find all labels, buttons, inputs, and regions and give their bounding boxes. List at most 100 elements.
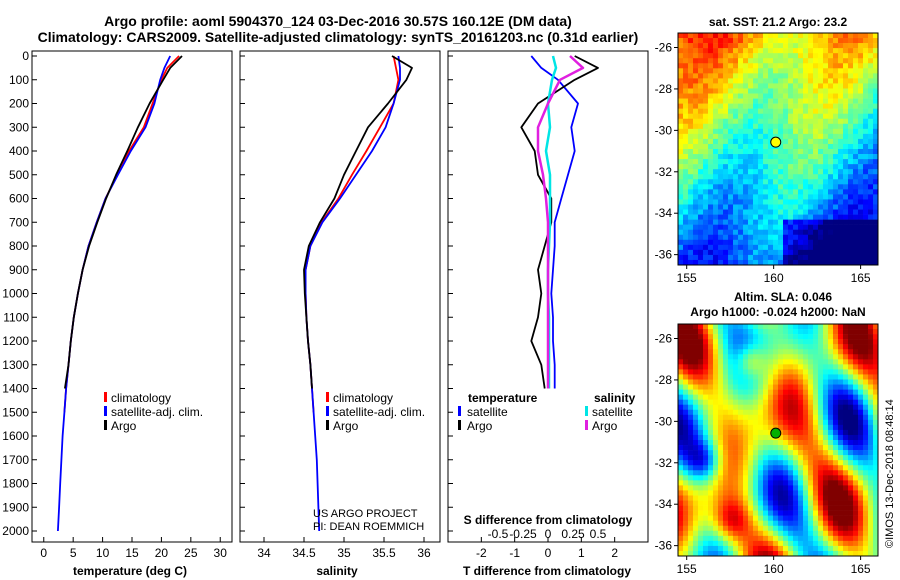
sla-cell bbox=[803, 510, 809, 516]
sla-cell bbox=[678, 445, 684, 451]
sla-cell bbox=[763, 404, 769, 411]
sst-cell bbox=[778, 98, 784, 104]
sla-cell bbox=[808, 455, 814, 461]
sst-cell bbox=[828, 154, 834, 160]
sst-cell bbox=[793, 98, 799, 104]
sla-cell bbox=[703, 339, 709, 345]
sst-cell bbox=[743, 224, 749, 230]
sst-cell bbox=[748, 98, 754, 104]
sst-cell bbox=[688, 254, 694, 261]
temperature-legend: climatology satellite-adj. clim. Argo bbox=[104, 391, 203, 433]
sla-cell bbox=[773, 475, 779, 481]
sst-cell bbox=[688, 58, 694, 64]
sla-cell bbox=[833, 545, 839, 552]
sla-cell bbox=[813, 545, 819, 552]
sst-cell bbox=[718, 154, 724, 160]
sst-cell bbox=[768, 73, 774, 79]
sst-cell bbox=[843, 164, 849, 170]
sla-cell bbox=[868, 530, 874, 537]
sst-cell bbox=[803, 174, 809, 180]
temperature-xlabel: temperature (deg C) bbox=[73, 564, 187, 578]
sla-cell bbox=[803, 384, 809, 390]
sst-cell bbox=[733, 118, 739, 125]
sla-cell bbox=[798, 450, 804, 456]
sst-cell bbox=[833, 48, 839, 54]
sla-cell bbox=[758, 379, 764, 385]
sla-cell bbox=[848, 525, 854, 532]
sst-cell bbox=[858, 118, 864, 125]
sst-cell bbox=[778, 33, 784, 39]
sst-cell bbox=[718, 234, 724, 241]
sst-cell bbox=[723, 33, 729, 39]
sst-cell bbox=[703, 259, 709, 266]
sst-cell bbox=[853, 219, 859, 225]
sla-cell bbox=[693, 389, 699, 395]
sla-cell bbox=[828, 399, 834, 405]
sst-cell bbox=[853, 33, 859, 39]
sst-cell bbox=[718, 38, 724, 44]
sst-cell bbox=[863, 164, 869, 170]
sla-cell bbox=[833, 515, 839, 521]
sla-cell bbox=[688, 475, 694, 481]
sst-cell bbox=[773, 229, 779, 236]
sla-cell bbox=[748, 414, 754, 421]
sla-cell bbox=[778, 485, 784, 491]
sst-cell bbox=[713, 118, 719, 125]
sla-cell bbox=[783, 505, 789, 511]
sst-cell bbox=[828, 194, 834, 200]
sst-cell bbox=[843, 224, 849, 230]
sla-cell bbox=[813, 419, 819, 426]
sst-cell bbox=[793, 234, 799, 241]
sst-cell bbox=[808, 149, 814, 155]
sla-cell bbox=[728, 540, 734, 547]
sla-cell bbox=[793, 404, 799, 411]
sst-cell bbox=[758, 93, 764, 99]
sla-cell bbox=[748, 500, 754, 506]
sla-cell bbox=[778, 364, 784, 370]
sst-cell bbox=[838, 123, 844, 130]
sla-cell bbox=[753, 414, 759, 421]
sla-cell bbox=[823, 374, 829, 380]
sst-cell bbox=[848, 113, 854, 120]
sst-cell bbox=[763, 108, 769, 114]
sla-cell bbox=[848, 535, 854, 542]
sla-cell bbox=[733, 510, 739, 516]
sst-cell bbox=[858, 239, 864, 246]
sst-cell bbox=[848, 53, 854, 59]
sla-cell bbox=[828, 535, 834, 542]
sla-cell bbox=[718, 550, 724, 557]
sst-cell bbox=[798, 164, 804, 170]
sla-cell bbox=[783, 545, 789, 552]
sst-cell bbox=[708, 48, 714, 54]
sla-cell bbox=[763, 540, 769, 547]
sla-cell bbox=[808, 530, 814, 537]
sst-cell bbox=[678, 204, 684, 210]
sst-cell bbox=[703, 128, 709, 135]
sla-cell bbox=[693, 409, 699, 416]
sst-cell bbox=[813, 149, 819, 155]
sla-cell bbox=[853, 354, 859, 360]
sla-cell bbox=[688, 434, 694, 441]
sla-cell bbox=[728, 535, 734, 542]
sst-cell bbox=[733, 138, 739, 145]
sla-cell bbox=[818, 465, 824, 471]
sla-cell bbox=[793, 384, 799, 390]
sst-cell bbox=[808, 209, 814, 215]
sla-cell bbox=[683, 389, 689, 395]
sst-cell bbox=[753, 108, 759, 114]
sst-cell bbox=[818, 239, 824, 246]
sla-cell bbox=[868, 339, 874, 345]
sst-cell bbox=[728, 174, 734, 180]
sst-cell bbox=[723, 199, 729, 205]
sla-cell bbox=[753, 450, 759, 456]
sst-cell bbox=[783, 118, 789, 125]
sst-cell bbox=[793, 43, 799, 49]
sst-cell bbox=[858, 138, 864, 145]
sla-cell bbox=[823, 505, 829, 511]
sla-cell bbox=[863, 440, 869, 446]
sla-cell bbox=[683, 369, 689, 375]
depth-tick-label: 1700 bbox=[2, 453, 29, 467]
sst-cell bbox=[773, 123, 779, 130]
sst-cell bbox=[683, 93, 689, 99]
sla-cell bbox=[758, 344, 764, 350]
